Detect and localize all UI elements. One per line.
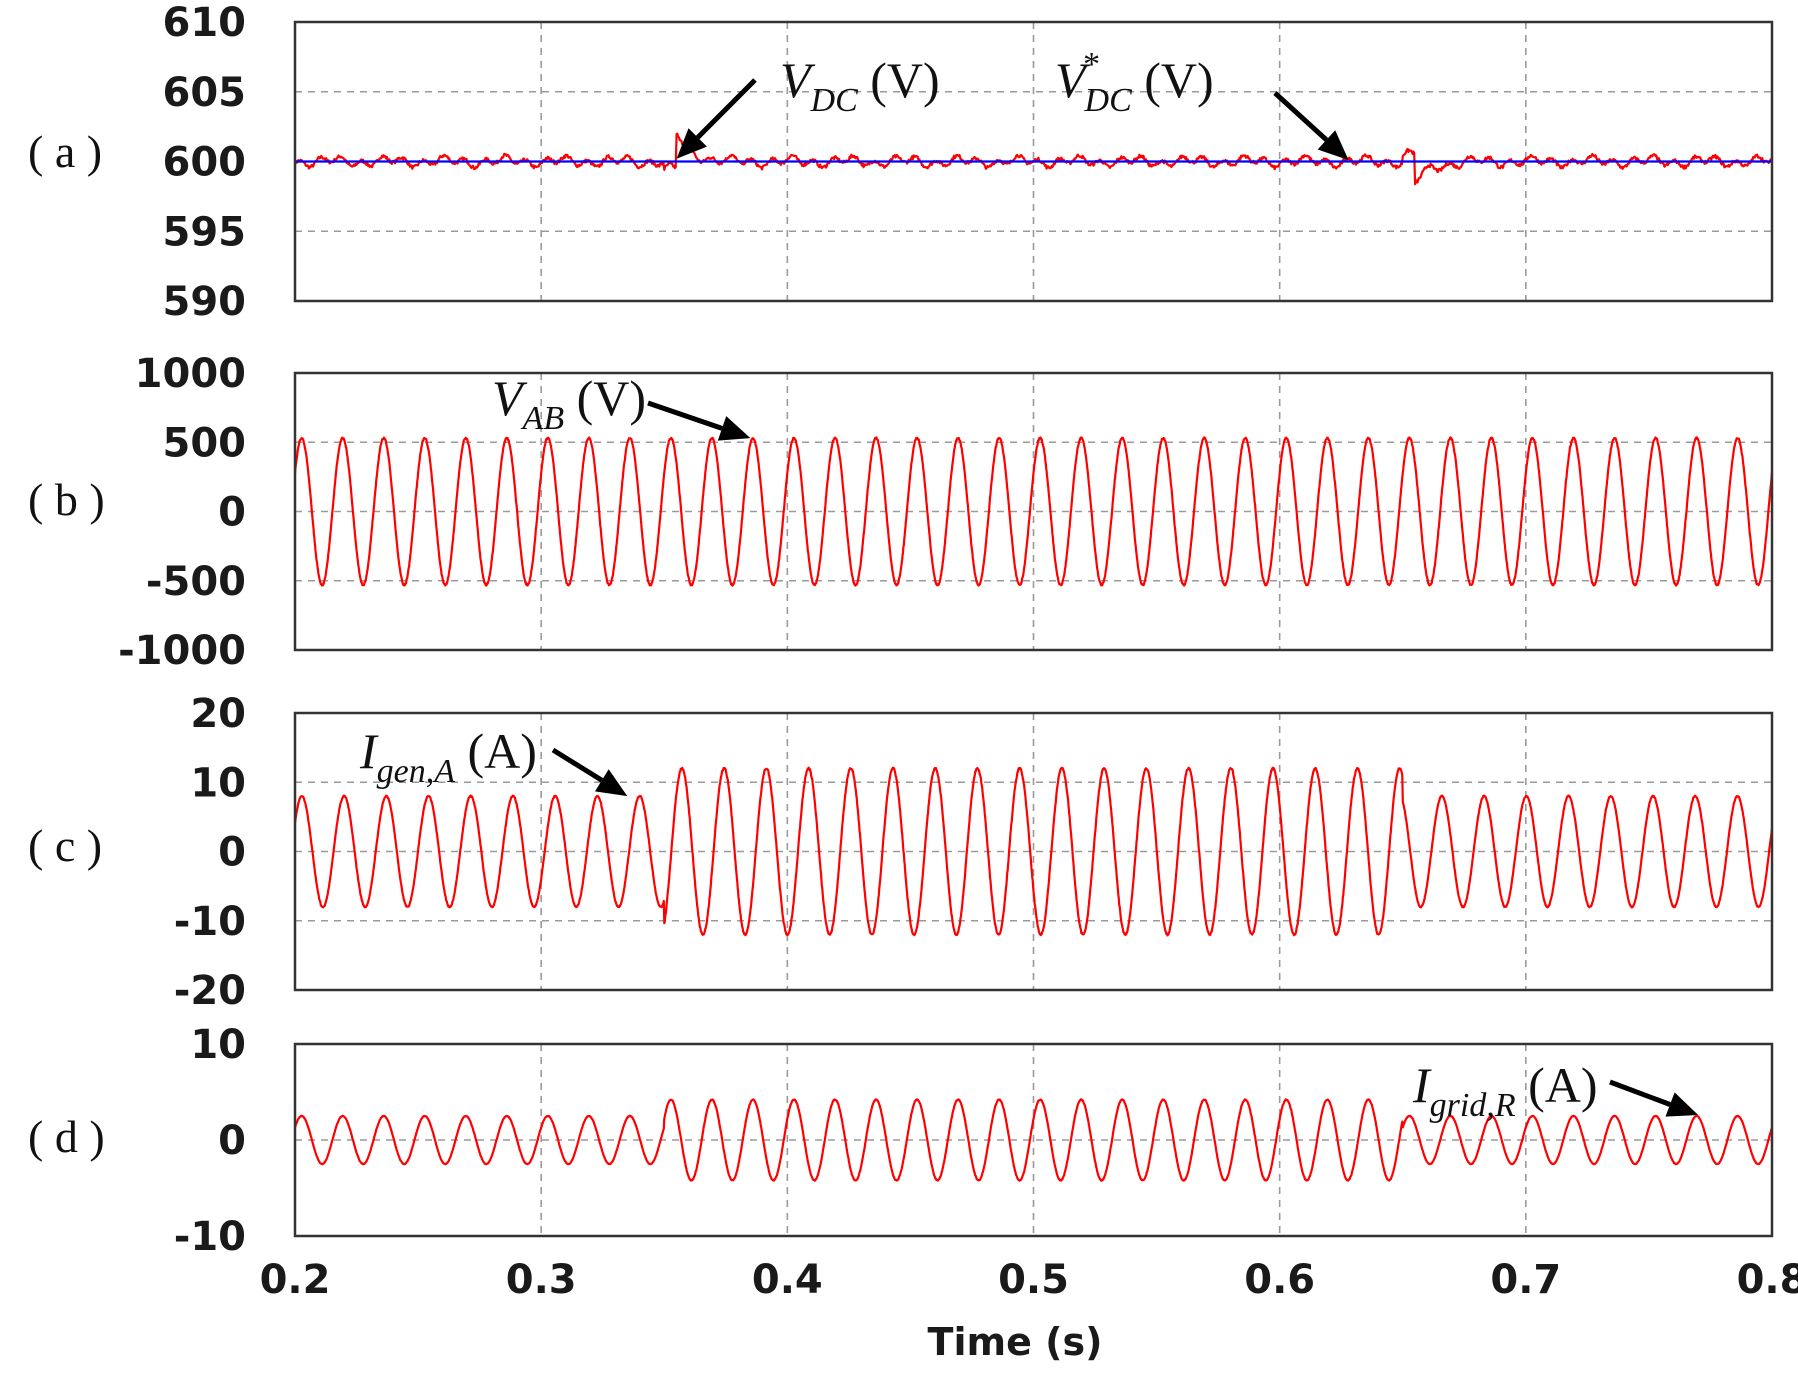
y-tick-label: 1000 [135, 351, 246, 397]
y-tick-label: 600 [163, 140, 247, 186]
y-tick-label: 0 [218, 1118, 246, 1164]
y-tick-label: -500 [146, 559, 246, 605]
x-tick-label: 0.2 [260, 1257, 331, 1303]
panel-c: 20 10 0 -10 -20 ( c ) Igen,A (A) [28, 691, 1774, 1014]
x-axis: Time (s) 0.2 0.3 0.4 0.5 0.6 0.7 0.8 [260, 1257, 1798, 1364]
x-tick-label: 0.8 [1737, 1257, 1798, 1303]
x-tick-label: 0.3 [506, 1257, 577, 1303]
plot-frame [293, 711, 1774, 992]
y-tick-label: -10 [174, 899, 246, 945]
y-tick-label: 10 [190, 1022, 246, 1068]
series-annotation: Igrid,R (A) [1412, 1057, 1598, 1124]
y-tick-label: 610 [163, 0, 247, 46]
annotation-arrow-shaft [1609, 1079, 1671, 1107]
series-annotation: VDC (V) [780, 52, 940, 119]
y-tick-label: -1000 [118, 628, 246, 674]
x-tick-label: 0.5 [998, 1257, 1069, 1303]
annotation-arrow-shaft [1273, 91, 1329, 142]
annotation-arrow-head [717, 416, 751, 441]
panel-label: ( b ) [28, 474, 105, 525]
annotation-arrow-head [594, 769, 628, 797]
annotation-arrow-head [1665, 1092, 1699, 1117]
plot-frame [293, 1042, 1774, 1238]
x-tick-label: 0.4 [752, 1257, 823, 1303]
panel-b: 1000 500 0 -500 -1000 ( b ) VAB (V) [28, 351, 1774, 674]
plot-frame [293, 20, 1774, 303]
y-tick-label: -10 [174, 1214, 246, 1260]
annotation-arrow-shaft [551, 747, 604, 783]
x-tick-label: 0.7 [1490, 1257, 1561, 1303]
plot-frame [293, 371, 1774, 652]
series-line-measured [295, 436, 1772, 587]
series-line-measured [295, 1098, 1772, 1182]
panel-d: 10 0 -10 ( d ) Igrid,R (A) [28, 1022, 1774, 1260]
panel-label: ( a ) [28, 126, 102, 177]
panel-label: ( d ) [28, 1111, 105, 1162]
y-tick-label: 0 [218, 490, 246, 536]
annotation-arrow-head [1317, 130, 1349, 161]
y-tick-label: 10 [190, 760, 246, 806]
y-tick-label: 595 [163, 209, 247, 255]
panel-label: ( c ) [28, 820, 102, 871]
y-tick-label: -20 [174, 968, 246, 1014]
series-annotation: V* DC (V) [1055, 46, 1214, 119]
x-axis-label: Time (s) [928, 1320, 1103, 1364]
annotation-arrow-shaft [695, 78, 757, 140]
x-tick-label: 0.6 [1244, 1257, 1315, 1303]
y-tick-label: 500 [163, 420, 247, 466]
panel-a: 610 605 600 595 590 ( a ) VDC (V) V* DC (V) [28, 0, 1774, 325]
annotation-arrow-head [676, 128, 707, 159]
y-tick-label: 20 [190, 691, 246, 737]
series-annotation: Igen,A (A) [359, 723, 537, 790]
series-line-measured [295, 766, 1772, 937]
series-annotation: VAB (V) [492, 370, 646, 437]
y-tick-label: 590 [163, 279, 247, 325]
y-tick-label: 605 [163, 70, 247, 116]
y-tick-label: 0 [218, 830, 246, 876]
annotation-arrow-shaft [647, 400, 723, 431]
